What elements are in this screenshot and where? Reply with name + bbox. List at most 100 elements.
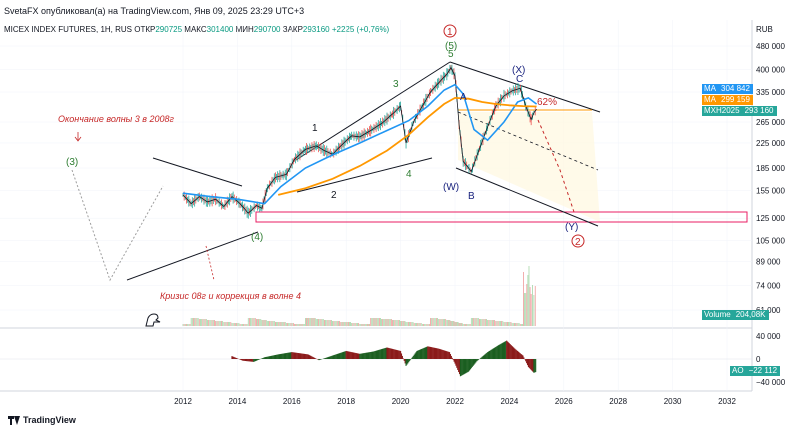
high-label: МАКС: [184, 25, 207, 34]
channel-line-upper-correction: [449, 61, 601, 113]
label-wave2-circle: 2: [575, 237, 581, 248]
close-value: 293160: [302, 25, 330, 34]
time-tick-label: 2032: [718, 397, 736, 406]
target-zone-box: [255, 211, 748, 223]
change-value: +2225 (+0,76%): [331, 25, 390, 34]
close-label: ЗАКР: [282, 25, 303, 34]
tradingview-logo-icon: [8, 415, 20, 425]
label-wave-c: C: [516, 74, 523, 85]
price-tick-label: 61 000: [756, 306, 781, 315]
tag-name: AO: [730, 366, 746, 376]
circle-wave1: [443, 24, 457, 38]
low-value: 290700: [253, 25, 281, 34]
ma-blue-line: [182, 83, 538, 205]
price-series-line: [182, 66, 537, 214]
label-wave-a: A: [460, 92, 467, 103]
channel-line-lower-2011: [126, 231, 259, 281]
label-wave-x: (X): [512, 65, 525, 76]
open-label: ОТКР: [134, 25, 156, 34]
label-wave1-circle: 1: [447, 27, 453, 38]
price-axis: 480 000 400 000 335 000 265 000 225 000 185 0…: [0, 42, 785, 315]
label-wave2: 2: [331, 190, 337, 201]
label-fib-62: 62%: [537, 97, 557, 108]
price-tick-label: 480 000: [756, 42, 785, 51]
ma-orange-line: [277, 96, 537, 196]
price-tick-label: 335 000: [756, 88, 785, 97]
price-tick-label: 155 000: [756, 187, 785, 196]
ao-histogram: [231, 340, 537, 377]
label-wave1: 1: [312, 123, 318, 134]
time-tick-label: 2014: [229, 397, 247, 406]
tag-name: MXH2025: [702, 106, 742, 116]
time-tick-label: 2022: [446, 397, 464, 406]
label-wave-b: B: [468, 191, 475, 202]
ao-tag: AO −22 112: [730, 366, 781, 376]
ao-tick-label: 40 000: [756, 332, 781, 341]
volume-bars: [182, 64, 536, 326]
arrow-crisis: [205, 245, 215, 281]
price-tick-label: 225 000: [756, 139, 785, 148]
time-tick-label: 2018: [337, 397, 355, 406]
symbol-legend: MICEX INDEX FUTURES, 1H, RUS ОТКР290725 …: [4, 25, 389, 34]
label-wave5-primary: (5): [445, 41, 457, 52]
label-wave-w: (W): [443, 182, 459, 193]
volume-tag: Volume 204,08K: [702, 310, 769, 320]
time-tick-label: 2016: [283, 397, 301, 406]
price-tag-ma-blue: MA 304 842: [702, 84, 753, 94]
channel-line-upper-wave3: [295, 61, 451, 161]
label-wave4: 4: [406, 169, 412, 180]
channel-line-upper-2011: [152, 157, 243, 187]
ao-tick-label: 0: [756, 355, 761, 364]
time-tick-label: 2028: [609, 397, 627, 406]
time-tick-label: 2020: [392, 397, 410, 406]
wave-2008-projection: [71, 169, 164, 282]
wave-labels: Окончание волны 3 в 2008г (3) (4) Кризис…: [58, 24, 585, 301]
label-wave3-primary: (3): [66, 157, 78, 168]
dino-icon: [145, 313, 161, 327]
ao-axis: 40 000 0 −40 000: [756, 332, 786, 387]
open-value: 290725: [155, 25, 183, 34]
high-value: 301400: [206, 25, 234, 34]
label-wave3: 3: [393, 79, 399, 90]
time-tick-label: 2024: [501, 397, 519, 406]
annotation-arrows: [74, 132, 215, 281]
symbol-name: MICEX INDEX FUTURES, 1H, RUS: [4, 25, 133, 34]
label-wave4-primary: (4): [251, 232, 263, 243]
tag-name: MA: [702, 84, 718, 94]
time-tick-label: 2012: [174, 397, 192, 406]
time-tick-label: 2030: [664, 397, 682, 406]
low-label: МИН: [235, 25, 254, 34]
price-tick-label: 265 000: [756, 118, 785, 127]
price-tick-label: 400 000: [756, 65, 785, 74]
time-axis: 2012 2014 2016 2018 2020 2022 2024 2026 2028 2030…: [174, 20, 736, 406]
channel-line-lower-wave3: [296, 157, 433, 193]
published-by-line: SvetaFX опубликовал(а) на TradingView.co…: [4, 6, 305, 16]
channel-line-lower-correction: [455, 167, 599, 227]
price-tick-label: 185 000: [756, 164, 785, 173]
price-tag-last: MXH2025 293 160: [702, 106, 777, 116]
price-tick-label: 74 000: [756, 281, 781, 290]
note-wave3-2008: Окончание волны 3 в 2008г: [58, 114, 175, 124]
channel-midline: [457, 111, 599, 171]
projection-zone: [458, 112, 600, 222]
tag-value: 304 842: [718, 84, 753, 94]
tag-value: −22 112: [745, 366, 781, 376]
tag-name: Volume: [702, 310, 733, 320]
wave-y-projection: [537, 119, 576, 216]
tag-value: 299 159: [718, 95, 753, 105]
tag-value: 293 160: [741, 106, 777, 116]
price-tick-label: 105 000: [756, 236, 785, 245]
tradingview-footer[interactable]: TradingView: [8, 415, 76, 425]
trend-lines: [126, 61, 601, 281]
tradingview-brand: TradingView: [23, 415, 76, 425]
ao-tick-label: −40 000: [756, 378, 786, 387]
arrow-2008-head: [74, 136, 82, 142]
label-wave5: 5: [448, 49, 454, 60]
tag-value: 204,08K: [732, 310, 769, 320]
currency-label: RUB: [756, 25, 773, 34]
price-tick-label: 125 000: [756, 214, 785, 223]
label-wave-y: (Y): [565, 222, 578, 233]
price-tick-label: 89 000: [756, 258, 781, 267]
circle-wave2: [571, 234, 585, 248]
